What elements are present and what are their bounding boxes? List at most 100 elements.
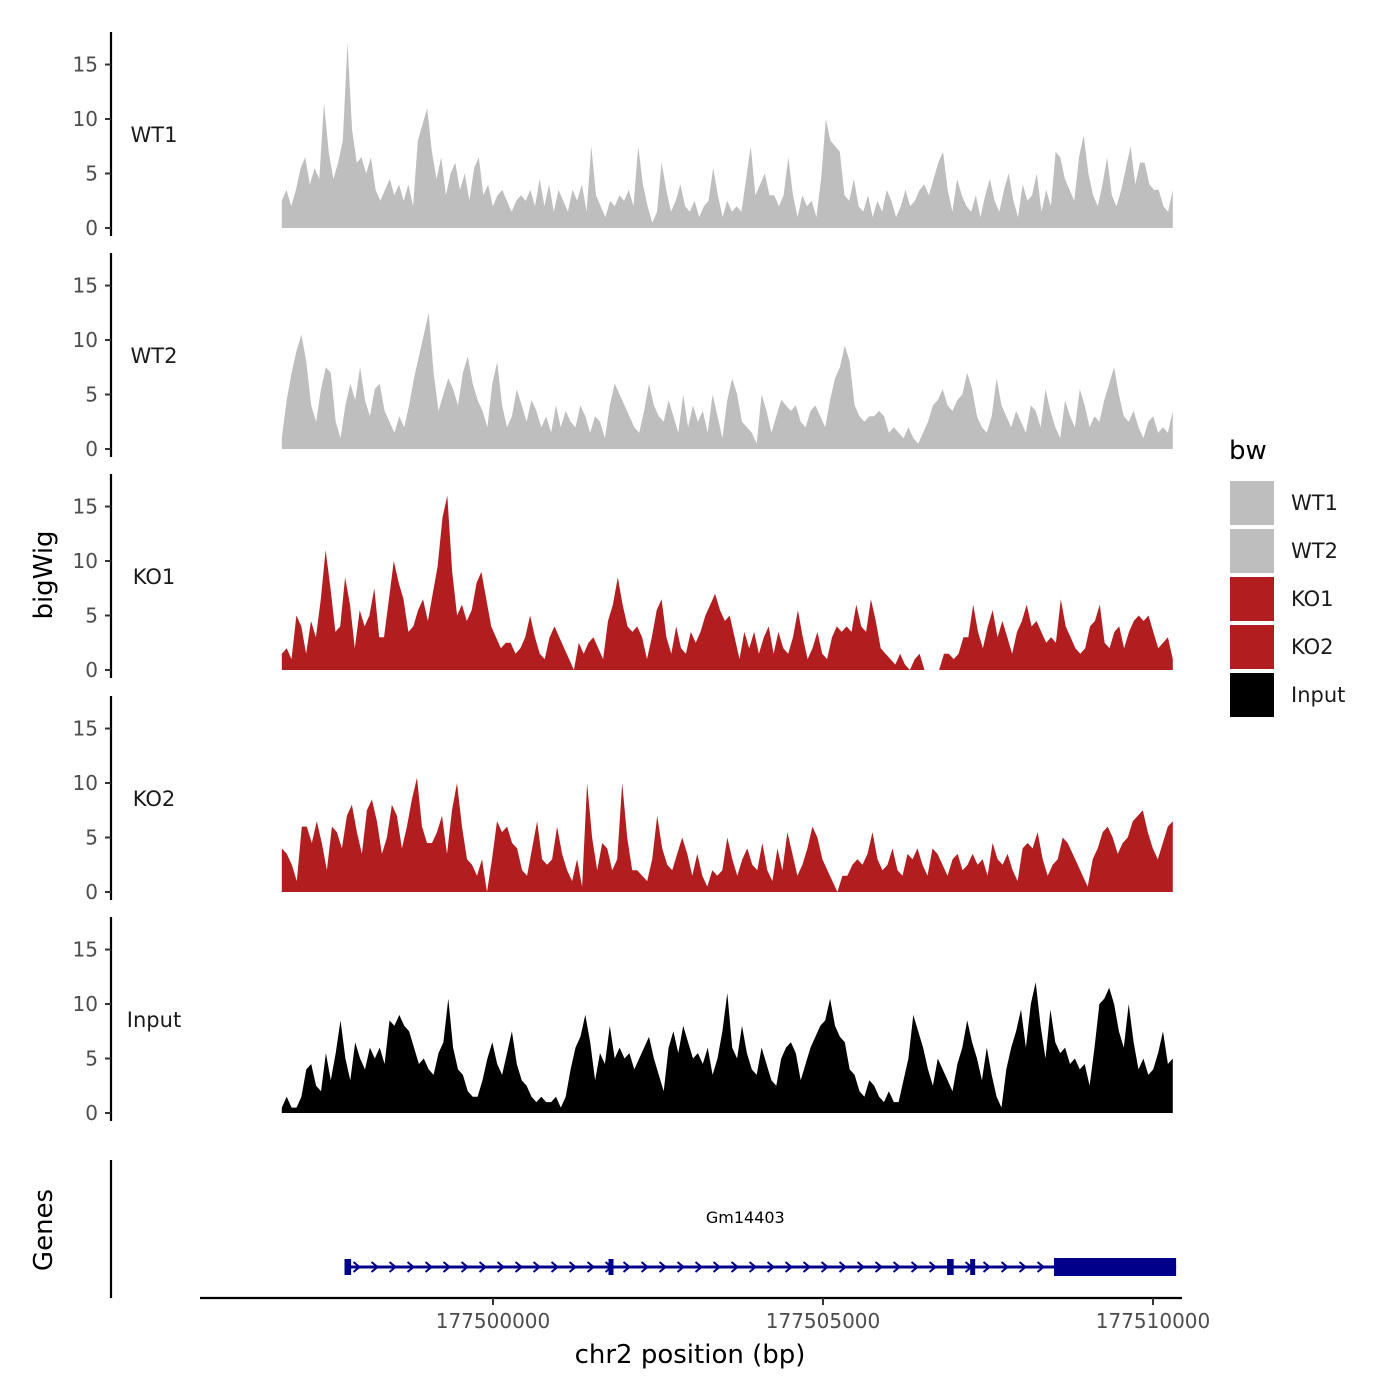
strand-arrow-icon — [496, 1261, 506, 1273]
y-tick-label: 5 — [85, 604, 98, 628]
y-tick-label: 15 — [73, 53, 98, 77]
legend-key-wt2 — [1230, 529, 1274, 573]
track-label: WT1 — [131, 123, 178, 147]
y-axis-title: bigWig — [29, 530, 59, 619]
strand-arrow-icon — [406, 1261, 416, 1273]
strand-arrow-icon — [586, 1261, 596, 1273]
y-tick-label: 10 — [73, 992, 98, 1016]
strand-arrow-icon — [694, 1261, 704, 1273]
strand-arrow-icon — [442, 1261, 452, 1273]
strand-arrow-icon — [748, 1261, 758, 1273]
area-ko2 — [281, 777, 1173, 892]
track-label: KO1 — [133, 565, 176, 589]
y-tick-label: 10 — [73, 328, 98, 352]
strand-arrow-icon — [424, 1261, 434, 1273]
track-wt2: 0 5 10 15 WT2 — [73, 253, 1173, 461]
track-wt1: 0 5 10 15 WT1 — [73, 32, 1173, 240]
strand-arrow-icon — [370, 1261, 380, 1273]
legend-key-input — [1230, 673, 1274, 717]
exon-block — [344, 1259, 352, 1275]
legend: bw WT1 WT2 KO1 KO2 Input — [1229, 436, 1345, 717]
track-label: Input — [127, 1008, 181, 1032]
strand-arrow-icon — [658, 1261, 668, 1273]
y-tick-label: 5 — [85, 1047, 98, 1071]
track-label: KO2 — [133, 787, 176, 811]
legend-key-ko2 — [1230, 625, 1274, 669]
strand-arrow-icon — [910, 1261, 920, 1273]
strand-arrow-icon — [514, 1261, 524, 1273]
exon-block — [1054, 1258, 1177, 1276]
x-axis: 177500000 177505000 177510000 chr2 positio… — [200, 1296, 1211, 1370]
signal-tracks: 0 5 10 15 WT1 0 5 10 15 WT2 0 5 10 15 KO1 0 5 10 15 KO2 0 5 10… — [73, 32, 1173, 1125]
strand-arrow-icon — [766, 1261, 776, 1273]
legend-key-ko1 — [1230, 577, 1274, 621]
strand-arrow-icon — [856, 1261, 866, 1273]
exon-block — [608, 1259, 614, 1275]
y-tick-label: 15 — [73, 495, 98, 519]
legend-label: KO1 — [1291, 587, 1334, 611]
exon-block — [970, 1259, 976, 1275]
area-input — [281, 982, 1173, 1113]
gene-track-title: Genes — [29, 1189, 59, 1271]
x-tick-label: 177505000 — [766, 1309, 881, 1333]
strand-arrow-icon — [838, 1261, 848, 1273]
strand-arrow-icon — [982, 1261, 992, 1273]
strand-arrow-icon — [388, 1261, 398, 1273]
strand-arrow-icon — [730, 1261, 740, 1273]
strand-arrow-icon — [1018, 1261, 1028, 1273]
area-wt1 — [281, 42, 1173, 229]
y-tick-label: 0 — [85, 437, 98, 461]
legend-title: bw — [1229, 436, 1267, 466]
strand-arrow-icon — [532, 1261, 542, 1273]
y-tick-label: 10 — [73, 549, 98, 573]
track-ko2: 0 5 10 15 KO2 — [73, 696, 1173, 904]
strand-arrow-icon — [928, 1261, 938, 1273]
x-tick-label: 177500000 — [436, 1309, 551, 1333]
y-tick-label: 10 — [73, 771, 98, 795]
strand-arrow-icon — [1036, 1261, 1046, 1273]
y-tick-label: 0 — [85, 880, 98, 904]
x-ticks: 177500000 177505000 177510000 — [436, 1298, 1211, 1333]
y-tick-label: 0 — [85, 658, 98, 682]
y-tick-label: 5 — [85, 826, 98, 850]
track-ko1: 0 5 10 15 KO1 — [73, 474, 1173, 682]
strand-arrow-icon — [892, 1261, 902, 1273]
gene-gm14403: Gm14403 — [344, 1208, 1177, 1276]
y-tick-label: 5 — [85, 162, 98, 186]
legend-label: WT1 — [1291, 491, 1338, 515]
strand-arrow-icon — [568, 1261, 578, 1273]
strand-arrow-icon — [676, 1261, 686, 1273]
strand-arrow-icon — [352, 1261, 362, 1273]
strand-arrow-icon — [622, 1261, 632, 1273]
y-tick-label: 15 — [73, 717, 98, 741]
track-label: WT2 — [131, 344, 178, 368]
y-tick-label: 10 — [73, 107, 98, 131]
y-tick-label: 15 — [73, 274, 98, 298]
y-tick-label: 5 — [85, 383, 98, 407]
strand-arrow-icon — [802, 1261, 812, 1273]
y-tick-label: 0 — [85, 1101, 98, 1125]
gene-name-label: Gm14403 — [706, 1208, 785, 1227]
area-wt2 — [281, 312, 1173, 449]
strand-arrow-icon — [640, 1261, 650, 1273]
y-tick-label: 0 — [85, 216, 98, 240]
strand-arrow-icon — [460, 1261, 470, 1273]
legend-label: Input — [1291, 683, 1345, 707]
legend-label: KO2 — [1291, 635, 1334, 659]
exon-block — [947, 1259, 954, 1275]
x-axis-title: chr2 position (bp) — [575, 1340, 806, 1370]
genes-layer: Gm14403 — [344, 1208, 1177, 1276]
gene-track: Genes Gm14403 — [29, 1160, 1177, 1298]
legend-key-wt1 — [1230, 481, 1274, 525]
strand-arrow-icon — [820, 1261, 830, 1273]
legend-label: WT2 — [1291, 539, 1338, 563]
strand-arrow-icon — [550, 1261, 560, 1273]
legend-items: WT1 WT2 KO1 KO2 Input — [1230, 481, 1345, 717]
strand-arrow-icon — [712, 1261, 722, 1273]
area-ko1 — [281, 495, 1173, 670]
strand-arrow-icon — [784, 1261, 794, 1273]
strand-arrow-icon — [478, 1261, 488, 1273]
track-input: 0 5 10 15 Input — [73, 917, 1173, 1125]
x-tick-label: 177510000 — [1096, 1309, 1211, 1333]
